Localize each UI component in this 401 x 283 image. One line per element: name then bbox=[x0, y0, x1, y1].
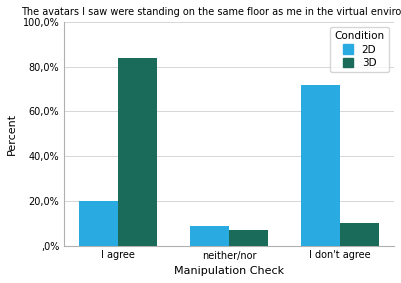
Bar bbox=[118, 58, 157, 246]
Bar bbox=[229, 230, 268, 246]
Legend: 2D, 3D: 2D, 3D bbox=[330, 27, 389, 72]
Bar bbox=[79, 201, 118, 246]
Bar bbox=[190, 226, 229, 246]
Y-axis label: Percent: Percent bbox=[7, 113, 17, 155]
X-axis label: Manipulation Check: Manipulation Check bbox=[174, 266, 284, 276]
Title: The avatars I saw were standing on the same floor as me in the virtual environme: The avatars I saw were standing on the s… bbox=[22, 7, 401, 17]
Bar bbox=[340, 223, 379, 246]
Bar bbox=[301, 85, 340, 246]
